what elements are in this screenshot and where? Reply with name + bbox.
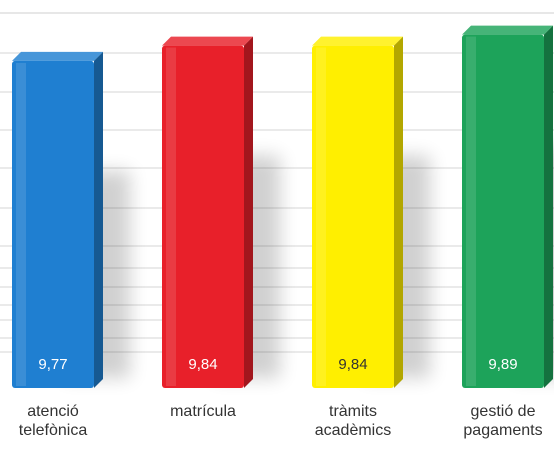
bar xyxy=(462,25,553,389)
bar-front-face xyxy=(162,45,244,388)
bar-highlight xyxy=(466,36,476,387)
value-label: 9,84 xyxy=(188,356,217,373)
bars xyxy=(12,25,553,389)
bar xyxy=(12,51,103,388)
bar-front-face xyxy=(462,34,544,389)
category-label: tràmits acadèmics xyxy=(293,402,413,440)
bar-highlight xyxy=(16,62,26,386)
bar-top-face xyxy=(162,36,253,46)
bar xyxy=(162,36,253,388)
category-label-line: gestió de xyxy=(470,403,536,420)
bar-top-face xyxy=(312,36,403,46)
value-labels: 9,77 9,84 9,84 9,89 xyxy=(38,356,517,373)
value-label: 9,89 xyxy=(488,356,517,373)
bar-top-face xyxy=(12,51,103,61)
bar-front-face xyxy=(312,45,394,388)
bar-side-face xyxy=(244,36,253,388)
category-label: atenció telefònica xyxy=(0,402,113,440)
bar xyxy=(312,36,403,388)
category-label: matrícula xyxy=(143,402,263,421)
value-label: 9,77 xyxy=(38,356,67,373)
bar-side-face xyxy=(544,25,553,389)
category-label-line: acadèmics xyxy=(314,422,392,439)
category-label-line: telefònica xyxy=(18,422,88,439)
category-label-line: atenció xyxy=(27,403,79,420)
bar-top-face xyxy=(462,25,553,35)
bar-front-face xyxy=(12,60,94,388)
category-label-line: tràmits xyxy=(329,403,377,420)
bar-side-face xyxy=(94,51,103,388)
value-label: 9,84 xyxy=(338,356,367,373)
bar-highlight xyxy=(166,47,176,386)
bar-highlight xyxy=(316,47,326,386)
category-label: gestió de pagaments xyxy=(443,402,554,440)
category-label-line: pagaments xyxy=(463,422,543,439)
category-label-line: matrícula xyxy=(170,403,236,420)
bar-side-face xyxy=(394,36,403,388)
